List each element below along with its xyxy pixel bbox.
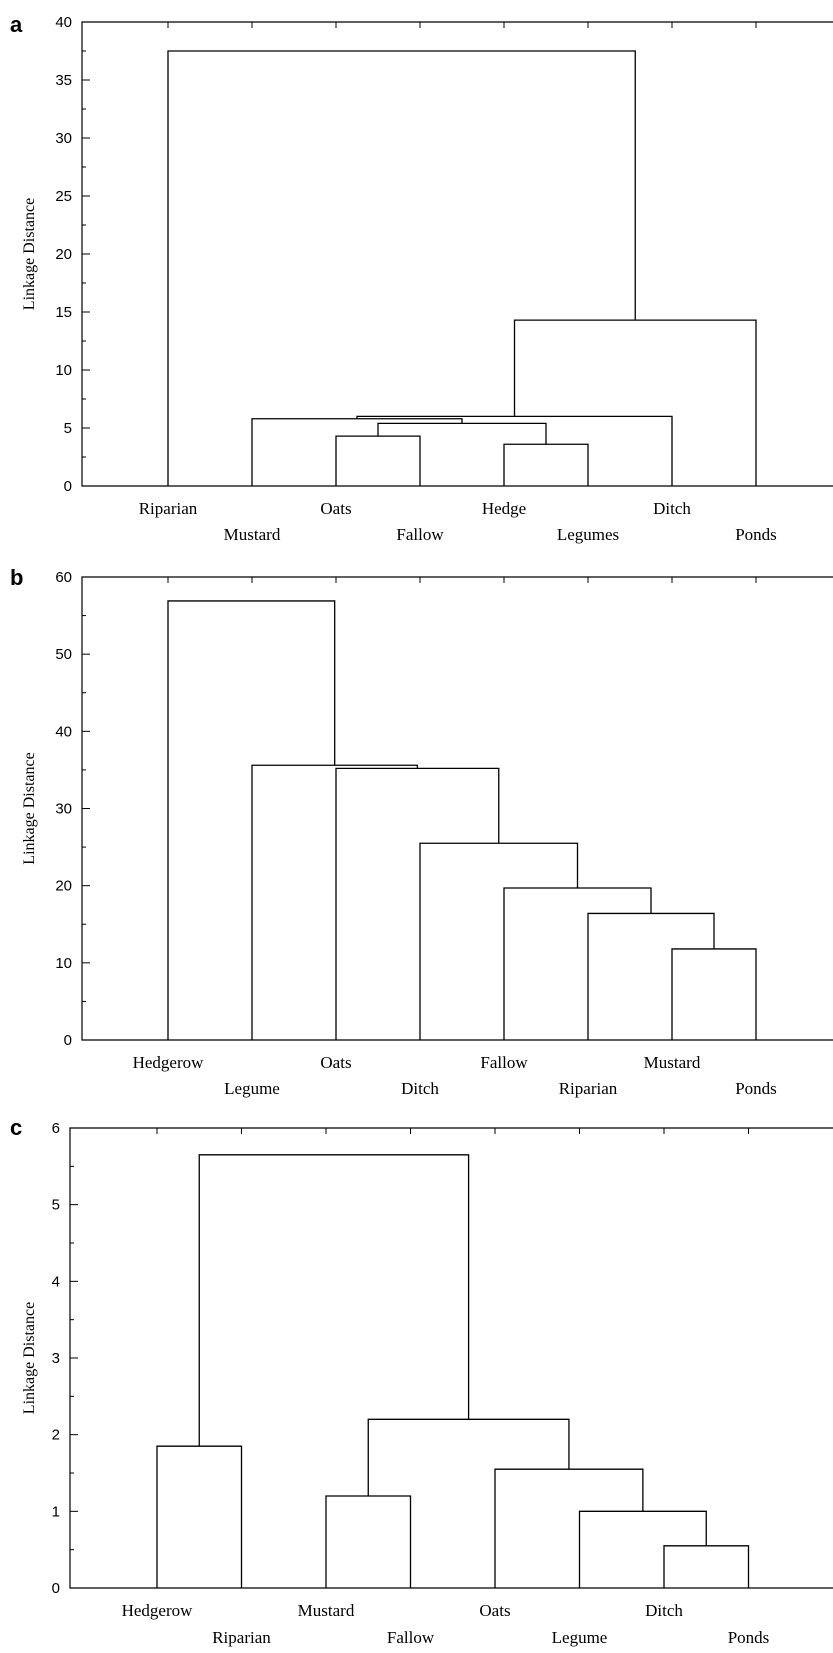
- panel-b-ytick-label-40: 40: [55, 723, 72, 740]
- panel-c-leaf-label-mustard: Mustard: [298, 1601, 355, 1620]
- panel-b-ytick-label-20: 20: [55, 878, 72, 895]
- panel-a-ytick-label-15: 15: [55, 304, 72, 321]
- panel-c-leaf-label-legume: Legume: [552, 1628, 608, 1647]
- panel-a-ytick-label-30: 30: [55, 130, 72, 147]
- panel-a-leaf-label-mustard: Mustard: [224, 525, 281, 544]
- panel-a-leaf-label-oats: Oats: [320, 499, 351, 518]
- panel-b-leaf-label-hedgerow: Hedgerow: [133, 1053, 205, 1072]
- panel-a-ytick-label-40: 40: [55, 14, 72, 31]
- panel-c-frame: [69, 1127, 833, 1589]
- panel-b-leaf-label-riparian: Riparian: [559, 1079, 618, 1098]
- panel-b-leaf-label-legume: Legume: [224, 1079, 280, 1098]
- panel-b-leaf-label-fallow: Fallow: [480, 1053, 528, 1072]
- panel-c-ylabel: Linkage Distance: [21, 1302, 38, 1414]
- panel-c-leaf-label-riparian: Riparian: [212, 1628, 271, 1647]
- panel-a-leaf-label-fallow: Fallow: [396, 525, 444, 544]
- panel-c-ytick-label-5: 5: [52, 1197, 60, 1214]
- panel-b-leaf-label-ponds: Ponds: [735, 1079, 777, 1098]
- panel-b-link-c3: [503, 887, 652, 1040]
- panel-c-link-root: [198, 1154, 470, 1447]
- panel-a-link-c4: [513, 319, 757, 486]
- panel-c-link-c3: [663, 1545, 750, 1588]
- panel-c-link-c1: [156, 1445, 243, 1588]
- panel-c-ytick-label-3: 3: [52, 1350, 60, 1367]
- panel-c-letter: c: [10, 1115, 22, 1140]
- panel-a-leaf-label-ditch: Ditch: [653, 499, 691, 518]
- panel-a-link-hedge-legumes: [503, 443, 589, 486]
- panel-b-ytick-label-10: 10: [55, 955, 72, 972]
- panel-b-link-c5: [335, 767, 500, 1040]
- panel-b-ytick-label-60: 60: [55, 569, 72, 586]
- panel-a-link-c3: [356, 415, 673, 486]
- panel-a-link-root: [167, 50, 636, 486]
- panel-a-link-oats-fallow: [335, 435, 421, 486]
- panel-c-leaf-label-fallow: Fallow: [387, 1628, 435, 1647]
- panel-b-ylabel: Linkage Distance: [21, 752, 38, 864]
- panel-a-ytick-label-35: 35: [55, 72, 72, 89]
- panel-a-ytick-label-10: 10: [55, 362, 72, 379]
- panel-a-letter: a: [10, 12, 23, 37]
- panel-c-leaf-label-ponds: Ponds: [728, 1628, 770, 1647]
- panel-b-ytick-label-50: 50: [55, 646, 72, 663]
- panel-c-link-c2: [325, 1495, 412, 1588]
- panel-b: b 0 10 20 30 40 50 60 Linkage Distance Hedgerow Le…: [10, 565, 833, 1098]
- panel-a-ytick-label-25: 25: [55, 188, 72, 205]
- panel-a-ytick-label-20: 20: [55, 246, 72, 263]
- panel-b-link-c6: [251, 764, 419, 1040]
- panel-a-link-c2: [251, 418, 463, 486]
- panel-b-link-c2: [587, 912, 715, 1040]
- panel-c-link-c4: [578, 1510, 707, 1588]
- panel-a-ylabel: Linkage Distance: [21, 198, 38, 310]
- panel-c-ytick-label-6: 6: [52, 1120, 60, 1137]
- panel-a-leaf-label-hedge: Hedge: [482, 499, 526, 518]
- panel-b-leaf-label-oats: Oats: [320, 1053, 351, 1072]
- panel-c-leaf-label-ditch: Ditch: [645, 1601, 683, 1620]
- panel-a-leaf-label-riparian: Riparian: [139, 499, 198, 518]
- panel-a-leaf-label-ponds: Ponds: [735, 525, 777, 544]
- panel-b-frame: [81, 576, 833, 1041]
- panel-a-link-c1: [377, 422, 547, 445]
- panel-c-ytick-label-2: 2: [52, 1427, 60, 1444]
- panel-b-letter: b: [10, 565, 23, 590]
- panel-b-link-root: [167, 600, 336, 1040]
- panel-a-ytick-label-0: 0: [64, 478, 72, 495]
- panel-c-leaf-label-oats: Oats: [479, 1601, 510, 1620]
- panel-a-ytick-label-5: 5: [64, 420, 72, 437]
- panel-c-link-c6: [367, 1418, 570, 1496]
- panel-c-link-c5: [494, 1468, 644, 1588]
- panel-a-leaf-label-legumes: Legumes: [557, 525, 619, 544]
- panel-b-ytick-label-0: 0: [64, 1032, 72, 1049]
- panel-b-link-c1: [671, 948, 757, 1040]
- panel-c-leaf-label-hedgerow: Hedgerow: [122, 1601, 194, 1620]
- panel-c-ytick-label-0: 0: [52, 1580, 60, 1597]
- panel-c-ytick-label-4: 4: [52, 1273, 60, 1290]
- panel-b-leaf-label-ditch: Ditch: [401, 1079, 439, 1098]
- panel-c: c 0 1 2 3 4 5 6 Linkage Distance Hedgerow Riparian…: [10, 1115, 833, 1647]
- panel-c-ytick-label-1: 1: [52, 1503, 60, 1520]
- panel-b-link-c4: [419, 842, 579, 1040]
- panel-b-ytick-label-30: 30: [55, 801, 72, 818]
- panel-a: a 0 5 10 15 20 25 30 35 40 Linkage Distance Riparia…: [10, 12, 833, 544]
- panel-b-leaf-label-mustard: Mustard: [644, 1053, 701, 1072]
